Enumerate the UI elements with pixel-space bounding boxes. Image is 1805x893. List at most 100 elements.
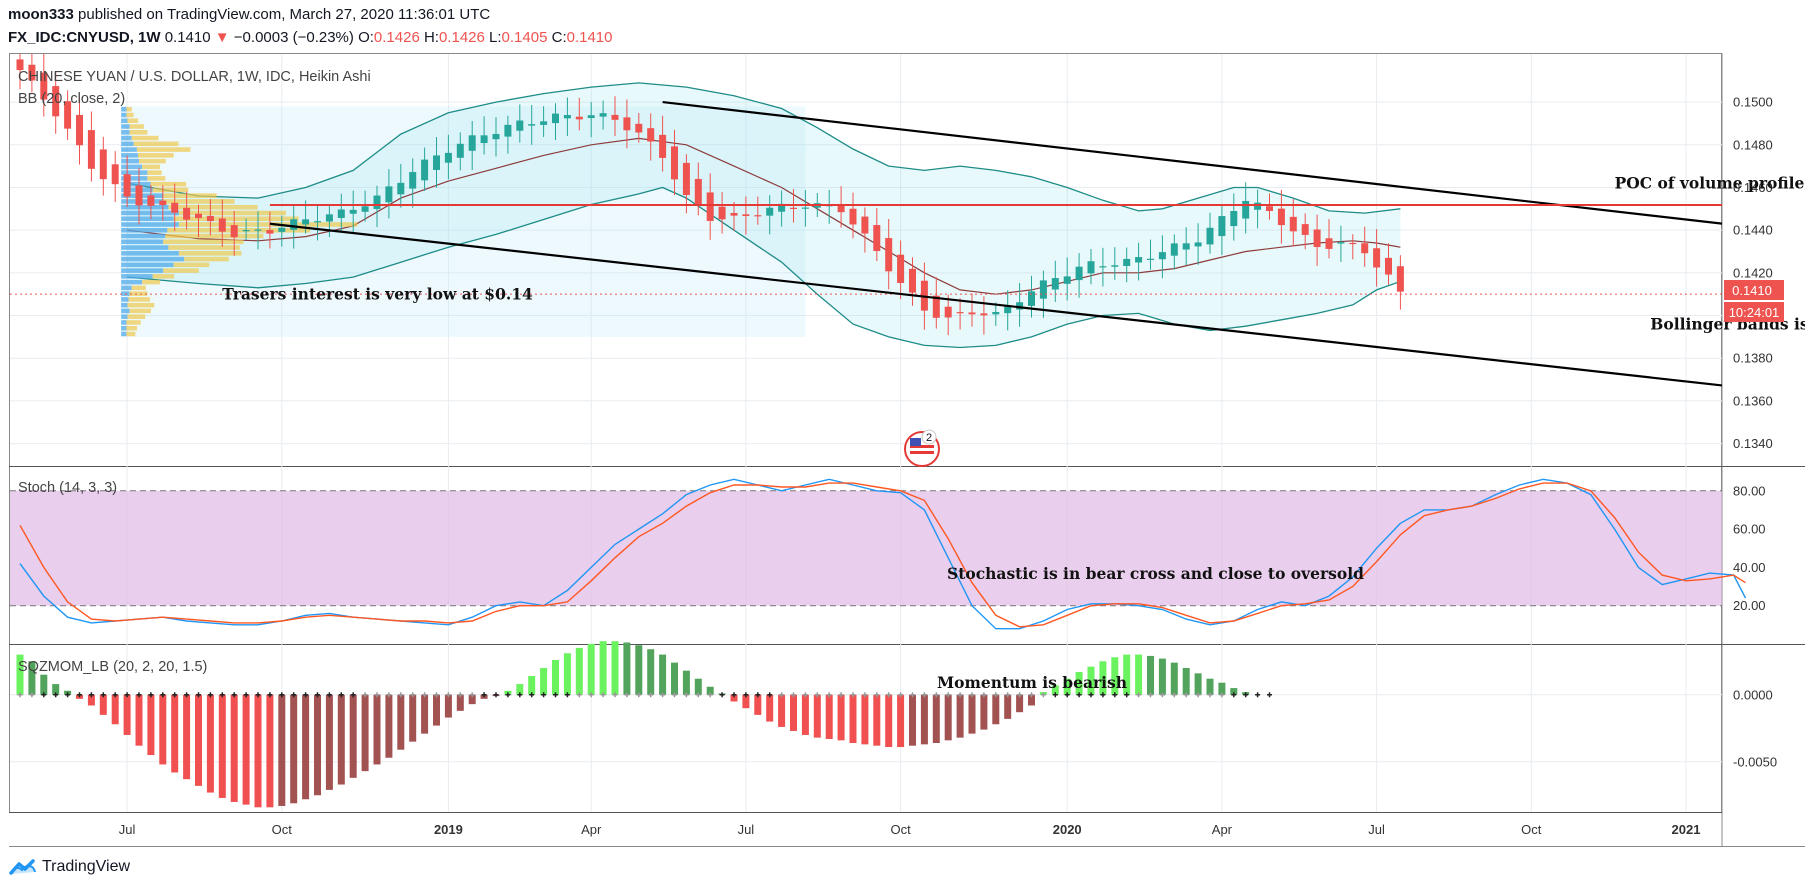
momentum-pane[interactable]: [16, 641, 1273, 808]
candle-body: [778, 203, 786, 212]
candle-body: [1230, 211, 1238, 227]
momentum-bar: [1028, 694, 1035, 706]
candle-body: [278, 227, 286, 232]
candle-body: [111, 164, 119, 185]
candle-body: [1385, 257, 1392, 275]
volume-profile-row-down: [163, 268, 199, 273]
candle-body: [1277, 208, 1285, 226]
candle-body: [873, 225, 881, 252]
time-scale[interactable]: JulOct2019AprJulOct2020AprJulOct2021AprJ…: [119, 822, 1805, 837]
candle-body: [76, 114, 83, 146]
volume-profile-row-up: [121, 233, 166, 239]
volume-profile-row-up: [121, 170, 148, 175]
momentum-bar: [373, 694, 381, 765]
time-scale-label: Jul: [1368, 822, 1385, 837]
price-scale[interactable]: 0.15000.14800.14600.14400.14200.14000.13…: [1733, 95, 1777, 770]
volume-profile-row-up: [121, 135, 132, 141]
momentum-bar: [159, 694, 167, 765]
price-scale-label: 60.00: [1733, 522, 1766, 537]
candle-body: [861, 216, 869, 234]
annotation-momentum[interactable]: Momentum is bearish: [937, 673, 1127, 692]
candle-body: [790, 207, 797, 209]
us-flag-event-icon[interactable]: 2: [904, 429, 940, 467]
candle-body: [932, 295, 940, 318]
candle-body: [159, 200, 167, 205]
annotation-stochastic[interactable]: Stochastic is in bear cross and close to…: [947, 564, 1364, 583]
momentum-bar: [16, 654, 24, 695]
momentum-bar: [195, 694, 202, 786]
tradingview-footer[interactable]: TradingView: [8, 858, 130, 876]
momentum-bar: [99, 694, 107, 715]
l-label: L:: [489, 29, 502, 46]
volume-profile-row-down: [126, 112, 134, 118]
momentum-bar: [325, 694, 333, 790]
time-scale-label: Apr: [1212, 822, 1233, 837]
momentum-bar: [1004, 694, 1012, 719]
c-value: 0.1410: [566, 29, 613, 46]
volume-profile-row-up: [121, 147, 137, 152]
candle-body: [123, 174, 131, 197]
candle-body: [885, 238, 893, 272]
candle-body: [456, 143, 464, 158]
candle-body: [99, 149, 107, 180]
volume-profile-row-up: [121, 262, 174, 268]
candle-body: [444, 152, 452, 163]
stoch-pane[interactable]: [19, 478, 1747, 630]
stoch-line-d: [19, 482, 1746, 628]
candle-body: [1206, 227, 1214, 245]
momentum-bar: [813, 694, 821, 738]
candle-body: [968, 312, 976, 315]
candle-body: [1396, 266, 1404, 292]
candle-body: [671, 146, 678, 180]
momentum-bar: [111, 694, 119, 725]
symbol-name[interactable]: FX_IDC:CNYUSD: [8, 29, 130, 46]
momentum-bar: [944, 694, 952, 741]
candle-body: [1337, 242, 1345, 244]
momentum-bar: [349, 694, 357, 778]
momentum-bar: [706, 686, 714, 695]
time-scale-label: 2020: [1053, 822, 1082, 837]
volume-profile-row-down: [128, 297, 150, 302]
candle-body: [1301, 224, 1309, 235]
volume-profile-row-up: [121, 279, 143, 285]
candle-body: [1254, 202, 1262, 210]
price-scale-label: 0.1500: [1733, 95, 1773, 110]
volume-profile-row-down: [129, 291, 148, 296]
candle-body: [1099, 266, 1107, 268]
volume-profile-row-up: [121, 124, 130, 129]
annotation-trasers[interactable]: Trasers interest is very low at $0.14: [222, 285, 533, 304]
price-pane[interactable]: [10, 48, 1805, 465]
annotation-poc[interactable]: POC of volume profile: [1615, 174, 1805, 193]
candle-body: [64, 101, 72, 129]
momentum-bar: [409, 694, 417, 742]
momentum-bar: [218, 694, 226, 798]
bollinger-upper: [126, 82, 1401, 214]
l-value: 0.1405: [501, 29, 548, 46]
momentum-bar: [254, 694, 262, 808]
momentum-bar: [694, 678, 702, 695]
momentum-bar: [873, 694, 881, 746]
candle-body: [1266, 206, 1273, 212]
candle-body: [956, 312, 964, 314]
volume-profile-row-down: [126, 320, 141, 325]
last-price-tag-text: 0.1410: [1732, 283, 1772, 298]
candle-body: [552, 113, 559, 124]
momentum-bar: [599, 641, 607, 695]
volume-profile-row-up: [121, 130, 130, 135]
momentum-bar: [909, 694, 916, 746]
volume-profile-row-down: [168, 245, 240, 250]
time-scale-label: Apr: [581, 822, 602, 837]
candle-body: [837, 205, 845, 213]
volume-profile-row-up: [121, 141, 134, 147]
momentum-bar: [742, 694, 750, 709]
volume-profile-row-down: [147, 170, 162, 175]
price-scale-label: 0.1420: [1733, 265, 1773, 280]
author-name[interactable]: moon333: [8, 6, 74, 23]
candle-body: [147, 195, 155, 206]
momentum-bar: [52, 684, 60, 695]
candle-body: [1194, 242, 1202, 247]
momentum-bar: [635, 645, 643, 695]
momentum-bar: [563, 653, 571, 695]
volume-profile-row-down: [150, 181, 187, 187]
